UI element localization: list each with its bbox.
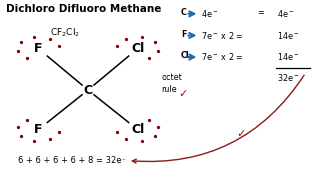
Text: ✓: ✓ [237, 129, 246, 139]
Text: 32e$^-$: 32e$^-$ [277, 72, 299, 83]
FancyArrowPatch shape [132, 75, 304, 163]
Text: 14e$^-$: 14e$^-$ [277, 51, 299, 62]
Text: 7e$^-$ x 2 =: 7e$^-$ x 2 = [201, 30, 243, 41]
Text: 4e$^-$: 4e$^-$ [201, 8, 218, 19]
Text: Cl: Cl [181, 51, 189, 60]
Text: Dichloro Difluoro Methane: Dichloro Difluoro Methane [6, 4, 162, 15]
Text: F: F [34, 42, 43, 55]
Text: F: F [34, 123, 43, 136]
Text: Cl: Cl [131, 123, 144, 136]
Text: 6 + 6 + 6 + 6 + 8 = 32e⁻: 6 + 6 + 6 + 6 + 8 = 32e⁻ [18, 156, 125, 165]
Text: C: C [181, 8, 187, 17]
Text: octet
rule: octet rule [162, 73, 182, 94]
Text: 4e$^-$: 4e$^-$ [277, 8, 294, 19]
Text: Cl: Cl [131, 42, 144, 55]
Text: 7e$^-$ x 2 =: 7e$^-$ x 2 = [201, 51, 243, 62]
Text: 14e$^-$: 14e$^-$ [277, 30, 299, 41]
Text: =: = [258, 8, 264, 17]
Text: F: F [181, 30, 186, 39]
Text: ✓: ✓ [179, 89, 188, 99]
Text: C: C [84, 84, 92, 96]
Text: CF$_2$Cl$_2$: CF$_2$Cl$_2$ [50, 26, 80, 39]
